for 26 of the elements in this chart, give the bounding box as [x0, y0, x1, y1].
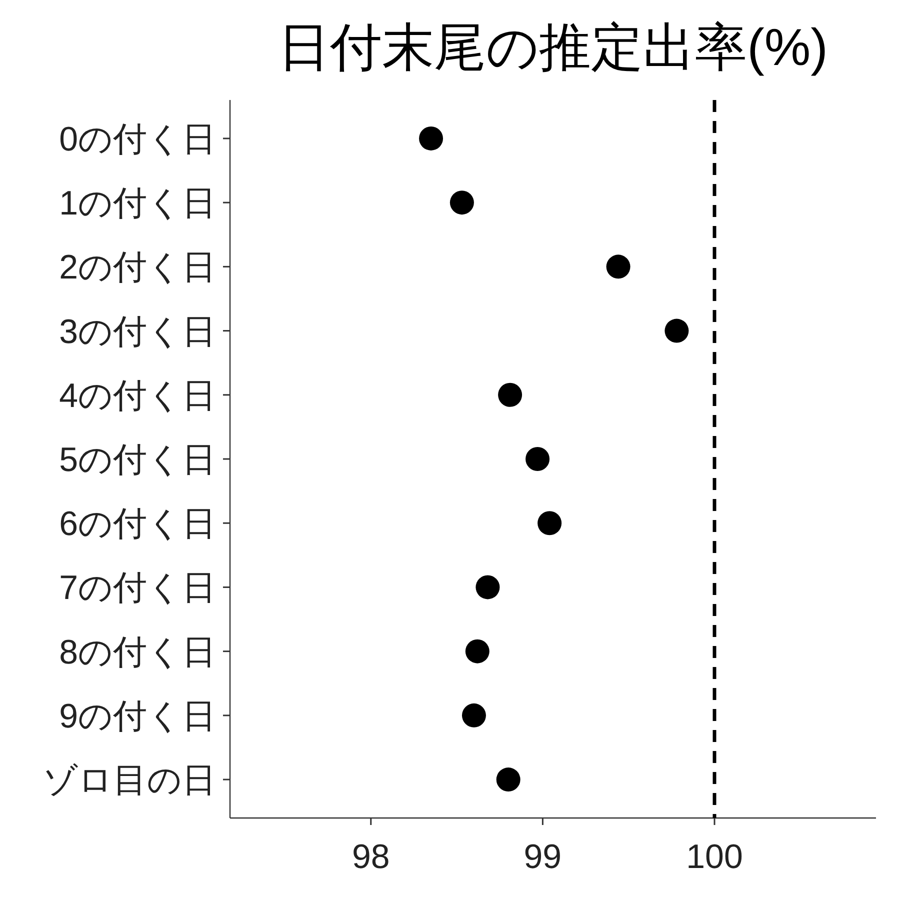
point — [462, 703, 486, 728]
chart-title: 日付末尾の推定出率(%) — [278, 19, 828, 77]
x-tick-label: 99 — [524, 838, 562, 876]
y-tick-label: 7の付く日 — [59, 569, 216, 608]
point — [538, 511, 562, 536]
y-tick-label: 5の付く日 — [59, 441, 216, 479]
point — [498, 382, 522, 407]
y-tick-label: 4の付く日 — [59, 376, 216, 415]
point — [476, 575, 500, 600]
point — [526, 447, 550, 471]
y-tick-label: 9の付く日 — [59, 697, 216, 736]
y-tick-label: 3の付く日 — [59, 312, 216, 351]
point — [664, 318, 689, 343]
x-tick-label: 98 — [352, 838, 390, 876]
y-tick-label: 1の付く日 — [59, 184, 216, 223]
y-tick-label: ゾロ目の日 — [43, 762, 216, 800]
x-tick-label: 100 — [686, 838, 743, 876]
y-tick-label: 8の付く日 — [59, 633, 216, 672]
point — [496, 768, 520, 792]
point — [450, 190, 474, 215]
point — [419, 126, 444, 150]
point — [606, 254, 630, 279]
point — [465, 639, 490, 664]
y-tick-label: 2の付く日 — [59, 248, 216, 287]
y-tick-label: 6の付く日 — [59, 505, 216, 544]
y-tick-label: 0の付く日 — [59, 120, 216, 158]
